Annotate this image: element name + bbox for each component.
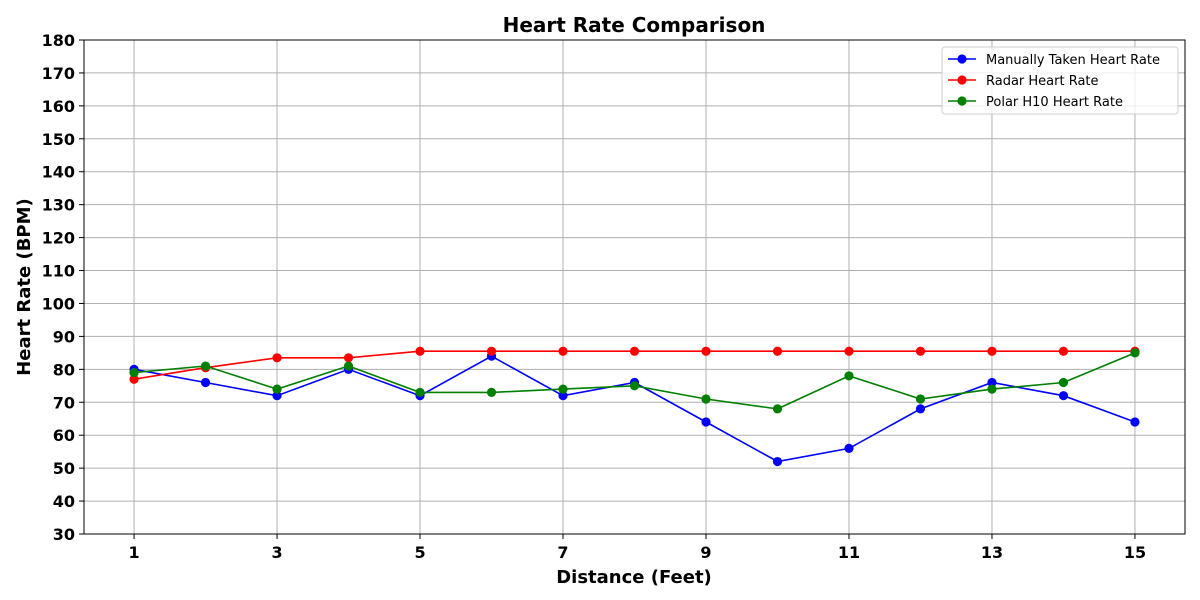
data-point bbox=[415, 346, 425, 356]
x-tick-label: 3 bbox=[271, 543, 282, 562]
data-point bbox=[915, 346, 926, 356]
y-tick-label: 180 bbox=[42, 31, 75, 50]
data-point bbox=[200, 377, 211, 388]
data-point bbox=[701, 417, 711, 427]
data-point bbox=[415, 387, 425, 397]
data-point bbox=[772, 456, 783, 467]
y-tick-label: 130 bbox=[42, 196, 75, 215]
data-point bbox=[844, 346, 854, 356]
data-point bbox=[343, 353, 354, 363]
series-3 bbox=[129, 348, 1140, 414]
data-point bbox=[558, 346, 568, 356]
data-point bbox=[772, 346, 783, 356]
data-point bbox=[1130, 417, 1140, 427]
data-point bbox=[701, 394, 711, 404]
y-tick-label: 60 bbox=[53, 426, 75, 445]
legend-label: Manually Taken Heart Rate bbox=[986, 53, 1160, 68]
legend-box bbox=[941, 46, 1179, 115]
y-tick-label: 80 bbox=[53, 360, 75, 379]
legend-marker bbox=[957, 96, 967, 106]
data-point bbox=[129, 374, 139, 384]
legend-label: Radar Heart Rate bbox=[986, 74, 1099, 89]
legend-marker bbox=[957, 54, 967, 64]
x-tick-label: 5 bbox=[414, 543, 425, 562]
data-point bbox=[772, 404, 783, 414]
data-point bbox=[272, 353, 282, 363]
data-point bbox=[915, 404, 926, 414]
x-tick-label: 15 bbox=[1124, 543, 1146, 562]
y-tick-label: 40 bbox=[53, 492, 75, 511]
y-tick-label: 140 bbox=[42, 163, 75, 182]
data-point bbox=[1058, 391, 1069, 401]
plot-frame bbox=[83, 39, 1186, 535]
y-tick-label: 110 bbox=[42, 262, 75, 281]
legend-label: Polar H10 Heart Rate bbox=[986, 95, 1123, 110]
series-lines bbox=[129, 346, 1140, 467]
y-tick-label: 30 bbox=[53, 525, 75, 544]
data-point bbox=[987, 384, 997, 394]
x-tick-label: 7 bbox=[557, 543, 568, 562]
y-tick-label: 120 bbox=[42, 229, 75, 248]
legend: Manually Taken Heart Rate Radar Heart Rat… bbox=[941, 46, 1179, 115]
chart-title: Heart Rate Comparison bbox=[503, 13, 766, 37]
x-tick-label: 13 bbox=[981, 543, 1003, 562]
data-point bbox=[844, 371, 854, 381]
x-tick-label: 9 bbox=[700, 543, 711, 562]
data-point bbox=[701, 346, 711, 356]
legend-item: Manually Taken Heart Rate bbox=[948, 53, 1160, 68]
data-point bbox=[987, 377, 997, 388]
data-point bbox=[1058, 346, 1069, 356]
data-point bbox=[629, 381, 640, 391]
data-point bbox=[486, 346, 497, 356]
x-tick-label: 1 bbox=[128, 543, 139, 562]
data-point bbox=[558, 391, 568, 401]
series-line bbox=[133, 355, 1136, 463]
y-tick-label: 90 bbox=[53, 327, 75, 346]
y-tick-label: 170 bbox=[42, 64, 75, 83]
y-tick-label: 50 bbox=[53, 459, 75, 478]
series-1 bbox=[129, 351, 1140, 467]
data-point bbox=[272, 384, 282, 394]
data-point bbox=[1058, 377, 1069, 388]
y-tick-label: 70 bbox=[53, 393, 75, 412]
y-tick-label: 160 bbox=[42, 97, 75, 116]
legend-item: Polar H10 Heart Rate bbox=[948, 95, 1123, 110]
legend-item: Radar Heart Rate bbox=[948, 74, 1099, 89]
data-point bbox=[987, 346, 997, 356]
data-point bbox=[558, 384, 568, 394]
legend-marker bbox=[957, 75, 967, 85]
y-axis-label: Heart Rate (BPM) bbox=[14, 198, 35, 376]
data-point bbox=[629, 346, 640, 356]
data-point bbox=[1130, 348, 1140, 358]
axis-ticks: 1 3 5 7 9 11 13 1530405060708090100110120130140… bbox=[42, 31, 1146, 562]
data-point bbox=[200, 361, 211, 371]
data-point bbox=[915, 394, 926, 404]
data-point bbox=[486, 387, 497, 397]
data-point bbox=[272, 391, 282, 401]
y-tick-label: 150 bbox=[42, 130, 75, 149]
y-tick-label: 100 bbox=[42, 294, 75, 313]
x-axis-label: Distance (Feet) bbox=[556, 567, 712, 588]
data-point bbox=[129, 368, 139, 378]
x-tick-label: 11 bbox=[838, 543, 860, 562]
data-point bbox=[343, 361, 354, 371]
data-point bbox=[844, 443, 854, 453]
